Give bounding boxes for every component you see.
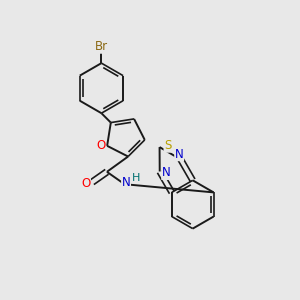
Text: Br: Br — [95, 40, 108, 53]
Text: N: N — [122, 176, 130, 189]
Text: S: S — [164, 139, 172, 152]
Text: H: H — [132, 173, 140, 183]
Text: N: N — [175, 148, 184, 160]
Text: O: O — [81, 177, 90, 190]
Text: O: O — [96, 139, 105, 152]
Text: N: N — [162, 167, 171, 179]
